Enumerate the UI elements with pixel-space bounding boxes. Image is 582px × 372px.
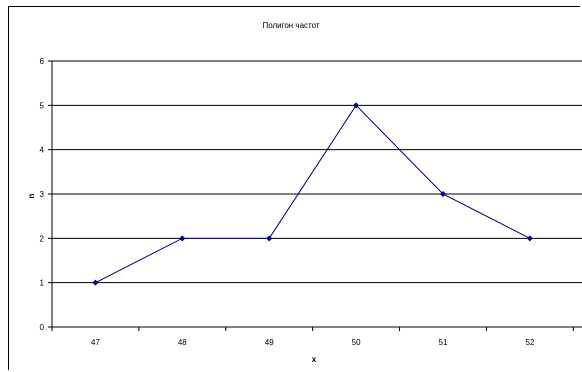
y-axis-title: n [27, 193, 36, 198]
x-tick-label: 52 [525, 338, 534, 347]
y-tick-label: 0 [40, 323, 45, 332]
y-tick-label: 2 [40, 234, 45, 243]
data-point-marker [179, 235, 185, 241]
x-tick-label: 50 [352, 338, 361, 347]
x-tick-label: 51 [439, 338, 448, 347]
x-axis-title: x [312, 355, 317, 364]
x-tick-label: 48 [178, 338, 187, 347]
gridlines [52, 61, 582, 283]
y-tick-label: 1 [40, 279, 45, 288]
x-tick-label: 47 [91, 338, 100, 347]
y-tick-label: 5 [40, 101, 45, 110]
data-point-marker [527, 235, 533, 241]
y-tick-label: 4 [40, 146, 45, 155]
y-tick-label: 6 [40, 57, 45, 66]
x-tick-label: 49 [265, 338, 274, 347]
x-ticks: 47 48 49 50 51 52 [52, 327, 573, 347]
data-point-marker [266, 235, 272, 241]
y-tick-label: 3 [40, 190, 45, 199]
y-ticks: 0 1 2 3 4 5 6 [40, 57, 52, 332]
data-point-marker [92, 280, 98, 286]
